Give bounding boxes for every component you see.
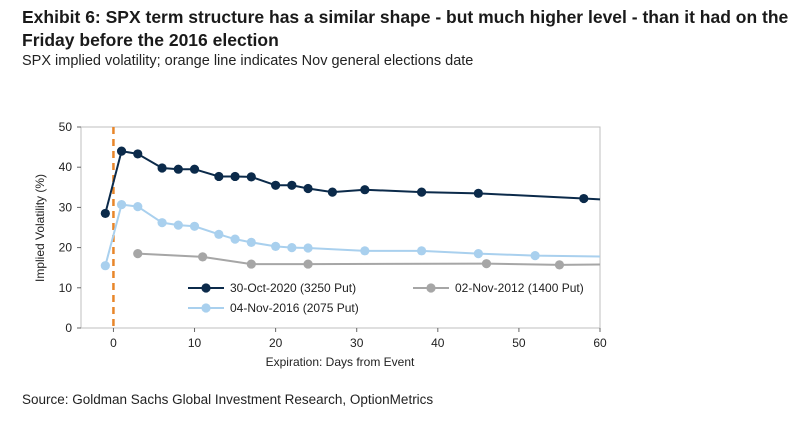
x-axis: 0 10 20 30 40 50 60 <box>110 328 607 350</box>
data-point <box>303 259 313 269</box>
y-tick-label: 50 <box>59 120 73 134</box>
source-note: Source: Goldman Sachs Global Investment … <box>22 392 434 407</box>
data-point <box>579 193 589 204</box>
data-point <box>214 171 224 182</box>
data-point <box>133 249 143 259</box>
y-axis-label: Implied Volatility (%) <box>33 174 47 282</box>
data-point <box>157 218 167 228</box>
y-tick-label: 40 <box>59 160 73 174</box>
data-point <box>287 243 297 253</box>
y-tick-label: 30 <box>59 200 73 214</box>
data-point <box>303 243 313 253</box>
data-point <box>360 185 370 195</box>
legend-swatch-marker <box>426 283 436 293</box>
x-tick-label: 20 <box>269 336 283 350</box>
x-tick-label: 0 <box>110 336 117 350</box>
data-point <box>271 241 281 251</box>
data-point <box>157 163 167 173</box>
data-point <box>246 259 256 269</box>
legend-label: 02-Nov-2012 (1400 Put) <box>455 281 584 295</box>
data-point <box>481 259 492 269</box>
data-point <box>360 246 370 256</box>
x-tick-label: 50 <box>512 336 526 350</box>
data-point <box>287 180 297 190</box>
data-point <box>189 164 200 174</box>
data-point <box>100 208 110 219</box>
x-tick-label: 40 <box>431 336 445 350</box>
series-2 <box>100 199 601 271</box>
legend-item: 02-Nov-2012 (1400 Put) <box>413 281 584 295</box>
x-axis-label: Expiration: Days from Event <box>266 355 415 369</box>
legend-label: 04-Nov-2016 (2075 Put) <box>230 301 359 315</box>
legend-item: 30-Oct-2020 (3250 Put) <box>188 281 356 295</box>
data-point <box>246 237 256 247</box>
data-point <box>271 180 281 190</box>
series-layer <box>100 146 601 271</box>
legend: 30-Oct-2020 (3250 Put) 04-Nov-2016 (2075 … <box>188 281 584 315</box>
chart-title: Exhibit 6: SPX term structure has a simi… <box>22 7 789 50</box>
data-point <box>116 146 127 156</box>
y-tick-label: 20 <box>59 241 73 255</box>
data-point <box>554 260 565 270</box>
series-1 <box>100 146 601 219</box>
data-point <box>416 187 427 197</box>
data-point <box>100 261 110 271</box>
data-point <box>189 221 200 231</box>
x-tick-label: 10 <box>188 336 202 350</box>
data-point <box>416 246 427 256</box>
data-point <box>230 234 240 244</box>
series-line <box>104 149 601 214</box>
data-point <box>473 188 483 198</box>
y-tick-label: 10 <box>59 281 73 295</box>
data-point <box>198 252 208 262</box>
data-point <box>133 149 143 159</box>
legend-swatch-marker <box>201 303 211 313</box>
data-point <box>116 199 127 210</box>
x-tick-label: 60 <box>593 336 607 350</box>
data-point <box>473 249 483 259</box>
legend-item: 04-Nov-2016 (2075 Put) <box>188 301 359 315</box>
legend-label: 30-Oct-2020 (3250 Put) <box>230 281 356 295</box>
chart-subtitle: SPX implied volatility; orange line indi… <box>22 53 474 69</box>
plot-area <box>80 126 601 329</box>
data-point <box>133 201 143 212</box>
data-point <box>173 220 183 230</box>
data-point <box>303 183 313 194</box>
x-tick-label: 30 <box>350 336 364 350</box>
data-point <box>230 171 240 182</box>
data-point <box>327 187 337 197</box>
data-point <box>530 251 540 261</box>
y-tick-label: 0 <box>65 321 72 335</box>
y-axis: 0 10 20 30 40 50 <box>59 120 81 335</box>
data-point <box>214 229 224 239</box>
legend-swatch-marker <box>201 283 211 293</box>
data-point <box>246 172 256 182</box>
data-point <box>173 164 183 174</box>
series-3 <box>133 249 601 270</box>
